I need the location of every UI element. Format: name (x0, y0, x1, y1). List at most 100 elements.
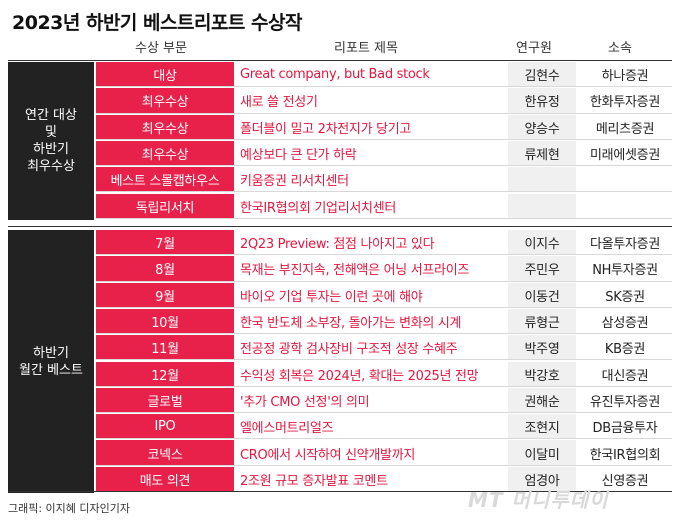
researcher-name: 이달미 (508, 440, 576, 466)
affiliation-name: 하나증권 (601, 69, 649, 85)
researcher-name: 박강호 (508, 361, 576, 387)
award-category: 11월 (96, 335, 234, 361)
table-row: 코넥스 CRO에서 시작하여 신약개발까지 이달미 한국IR협의회 (8, 440, 672, 466)
row-separator (96, 112, 672, 114)
award-category: 7월 (96, 230, 234, 256)
affiliation-name: SK증권 (605, 289, 645, 305)
graphic-credit: 그래픽: 이지혜 디자인기자 (8, 502, 131, 515)
award-category: 10월 (96, 308, 234, 335)
researcher-name (508, 167, 576, 193)
award-category: 9월 (96, 282, 234, 308)
award-group: 연간 대상 및 하반기 최우수상 대상 Great company, but Bad… (8, 62, 672, 220)
award-category: 코넥스 (96, 440, 234, 466)
award-category: 대상 (96, 62, 234, 88)
table-row: IPO 엘에스머트리얼즈 조현지 DB금융투자 (8, 414, 672, 440)
report-title: '추가 CMO 선정'의 의미 (240, 394, 370, 410)
report-title: 새로 쓸 전성기 (240, 95, 318, 111)
affiliation-name: 한국IR협의회 (589, 447, 661, 463)
award-category: 최우수상 (96, 140, 234, 167)
header-report-title: 리포트 제목 (334, 41, 398, 56)
row-separator (96, 280, 672, 282)
table-row: 12월 수익성 회복은 2024년, 확대는 2025년 전망 박강호 대신증권 (8, 361, 672, 387)
researcher-name: 권해순 (508, 387, 576, 414)
header-category: 수상 부문 (135, 41, 187, 56)
table-row: 베스트 스몰캡하우스 키움증권 리서치센터 (8, 167, 672, 193)
affiliation-name: 삼성증권 (601, 316, 649, 332)
report-title: 목재는 부진지속, 전해액은 어닝 서프라이즈 (240, 263, 470, 279)
affiliation-name: DB금융투자 (592, 421, 658, 437)
row-separator (96, 464, 672, 466)
table-row: 8월 목재는 부진지속, 전해액은 어닝 서프라이즈 주민우 NH투자증권 (8, 256, 672, 282)
researcher-name: 양승수 (508, 114, 576, 140)
row-separator (96, 438, 672, 440)
researcher-name: 류제현 (508, 140, 576, 167)
affiliation-name: 대신증권 (601, 368, 649, 384)
affiliation-name: NH투자증권 (592, 263, 658, 279)
row-separator (96, 217, 672, 219)
row-separator (96, 165, 672, 167)
report-title: 2조원 규모 증자발표 코멘트 (240, 473, 388, 489)
table-row: 7월 2Q23 Preview: 점점 나아지고 있다 이지수 다올투자증권 (8, 230, 672, 256)
header-affiliation: 소속 (608, 41, 632, 56)
affiliation-name: KB증권 (604, 342, 646, 358)
report-title: 바이오 기업 투자는 이런 곳에 해야 (240, 289, 423, 305)
award-category: 독립리서치 (96, 193, 234, 219)
affiliation-name: 유진투자증권 (590, 394, 660, 410)
row-separator (96, 385, 672, 387)
report-title: 엘에스머트리얼즈 (240, 421, 334, 437)
row-separator (96, 412, 672, 414)
award-category: IPO (96, 414, 234, 440)
researcher-name: 조현지 (508, 414, 576, 440)
table-row: 독립리서치 한국IR협의회 기업리서치센터 (8, 193, 672, 219)
affiliation-name (578, 167, 672, 192)
page-title: 2023년 하반기 베스트리포트 수상작 (12, 12, 302, 34)
award-category: 매도 의견 (96, 466, 234, 492)
report-title: 2Q23 Preview: 점점 나아지고 있다 (240, 237, 435, 253)
award-category: 12월 (96, 361, 234, 387)
researcher-name: 김현수 (508, 62, 576, 88)
table-row: 최우수상 새로 쓸 전성기 한유정 한화투자증권 (8, 88, 672, 114)
award-category: 최우수상 (96, 114, 234, 140)
row-separator (96, 359, 672, 361)
table-row: 대상 Great company, but Bad stock 김현수 하나증권 (8, 62, 672, 88)
researcher-name: 이지수 (508, 230, 576, 256)
row-separator (96, 333, 672, 335)
table-row: 최우수상 예상보다 큰 단가 하락 류제현 미래에셋증권 (8, 140, 672, 167)
row-separator (96, 138, 672, 140)
report-title: 한국IR협의회 기업리서치센터 (240, 200, 397, 216)
report-title: 수익성 회복은 2024년, 확대는 2025년 전망 (240, 368, 479, 384)
row-separator (96, 254, 672, 256)
affiliation-name: 미래에셋증권 (590, 148, 660, 164)
award-group: 하반기 월간 베스트 7월 2Q23 Preview: 점점 나아지고 있다 이지수 다… (8, 230, 672, 493)
award-category: 베스트 스몰캡하우스 (96, 167, 234, 193)
group-divider (8, 226, 672, 227)
researcher-name: 이동건 (508, 282, 576, 308)
table-row: 10월 한국 반도체 소부장, 돌아가는 변화의 시계 류형근 삼성증권 (8, 308, 672, 335)
row-separator (96, 306, 672, 308)
award-category: 최우수상 (96, 88, 234, 114)
table-row: 최우수상 폴더블이 밀고 2차전지가 당기고 양승수 메리츠증권 (8, 114, 672, 140)
report-title: 키움증권 리서치센터 (240, 174, 349, 190)
affiliation-name: 메리츠증권 (595, 121, 655, 137)
report-title: 전공정 광학 검사장비 구조적 성장 수혜주 (240, 342, 458, 358)
group-label: 하반기 월간 베스트 (8, 230, 94, 493)
researcher-name (508, 193, 576, 219)
group-label: 연간 대상 및 하반기 최우수상 (8, 62, 94, 220)
affiliation-name: 한화투자증권 (590, 95, 660, 111)
table-row: 11월 전공정 광학 검사장비 구조적 성장 수혜주 박주영 KB증권 (8, 335, 672, 361)
report-title: 폴더블이 밀고 2차전지가 당기고 (240, 121, 412, 137)
researcher-name: 한유정 (508, 88, 576, 114)
affiliation-name: 다올투자증권 (590, 237, 660, 253)
row-separator (96, 86, 672, 88)
researcher-name: 주민우 (508, 256, 576, 282)
table-bottom-line (8, 491, 672, 492)
researcher-name: 박주영 (508, 335, 576, 361)
report-title: 한국 반도체 소부장, 돌아가는 변화의 시계 (240, 316, 462, 332)
table-row: 9월 바이오 기업 투자는 이런 곳에 해야 이동건 SK증권 (8, 282, 672, 308)
table-header: 수상 부문 리포트 제목 연구원 소속 (0, 38, 680, 60)
report-title: Great company, but Bad stock (240, 67, 430, 83)
report-title: CRO에서 시작하여 신약개발까지 (240, 447, 416, 463)
watermark-logo: MT 머니투데이 (468, 488, 609, 512)
researcher-name: 엄경아 (508, 466, 576, 492)
affiliation-name: 신영증권 (601, 473, 649, 489)
